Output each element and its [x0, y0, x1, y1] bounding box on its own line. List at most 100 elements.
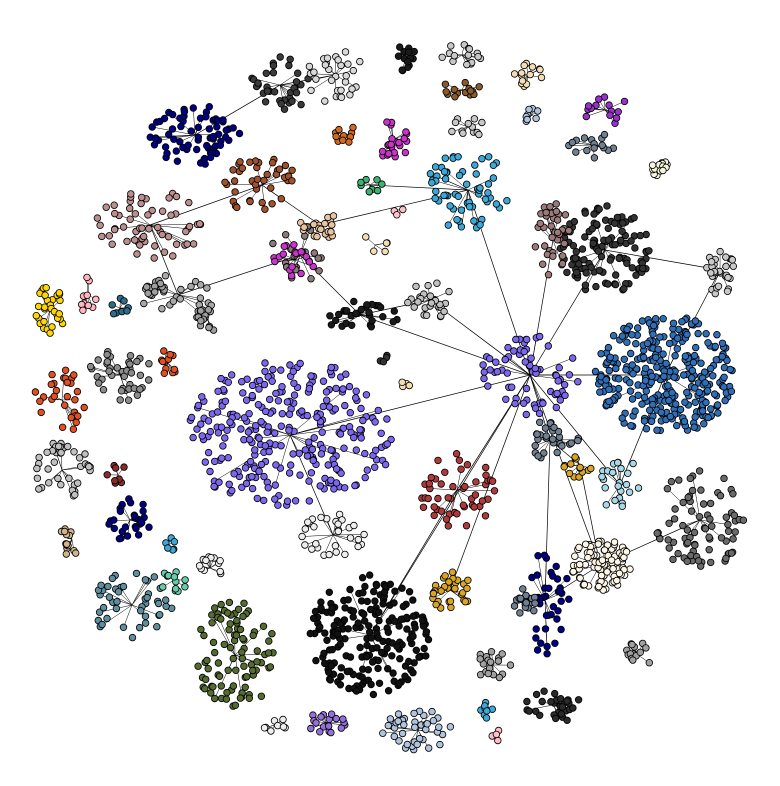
graph-node: [504, 343, 512, 352]
graph-node: [605, 385, 613, 394]
graph-node: [670, 515, 679, 523]
graph-node: [321, 219, 329, 228]
graph-node: [35, 453, 43, 462]
graph-node: [261, 205, 269, 213]
graph-node: [366, 605, 375, 614]
graph-node: [532, 114, 540, 123]
graph-node: [229, 166, 237, 174]
graph-edge: [699, 519, 728, 525]
graph-node: [384, 628, 392, 636]
graph-node: [310, 249, 318, 257]
graph-node: [376, 303, 385, 311]
graph-node: [457, 465, 465, 473]
graph-node: [667, 477, 676, 486]
node-cluster: [479, 332, 582, 419]
graph-node: [317, 513, 325, 522]
graph-node: [254, 401, 263, 409]
graph-node: [297, 269, 305, 278]
graph-node: [33, 464, 41, 473]
graph-node: [470, 503, 478, 511]
graph-node: [553, 448, 561, 457]
graph-node: [628, 331, 636, 339]
graph-node: [92, 295, 100, 303]
graph-node: [494, 736, 502, 745]
graph-node: [612, 271, 620, 279]
graph-node: [484, 669, 492, 678]
graph-node: [676, 405, 685, 414]
graph-node: [422, 628, 431, 636]
node-cluster: [441, 78, 483, 101]
graph-node: [120, 297, 128, 305]
graph-node: [428, 707, 436, 716]
graph-node: [136, 607, 145, 615]
graph-node: [176, 295, 184, 303]
graph-node: [684, 493, 692, 502]
graph-node: [533, 646, 542, 654]
graph-node: [210, 648, 219, 657]
graph-node: [531, 442, 539, 450]
graph-node: [327, 76, 336, 84]
graph-node: [332, 132, 340, 141]
graph-node: [532, 707, 540, 715]
graph-node: [567, 460, 575, 468]
graph-node: [591, 367, 600, 376]
graph-node: [358, 673, 366, 681]
graph-node: [202, 113, 210, 121]
graph-node: [413, 740, 421, 749]
graph-node: [365, 187, 373, 196]
graph-node: [257, 460, 266, 469]
graph-node: [490, 487, 499, 495]
graph-node: [312, 719, 320, 727]
graph-node: [549, 572, 557, 580]
graph-node: [348, 85, 356, 93]
graph-node: [172, 240, 181, 248]
graph-node: [328, 604, 336, 612]
graph-node: [335, 310, 343, 319]
graph-node: [615, 254, 623, 263]
graph-node: [400, 134, 408, 143]
graph-node: [96, 221, 104, 229]
graph-edge: [299, 254, 312, 279]
graph-node: [537, 639, 545, 647]
graph-node: [110, 516, 118, 524]
graph-node: [555, 364, 563, 372]
graph-node: [130, 236, 139, 244]
graph-node: [161, 272, 170, 280]
graph-node: [557, 710, 566, 718]
node-cluster: [105, 495, 153, 543]
graph-node: [391, 617, 399, 625]
graph-node: [210, 457, 219, 466]
graph-node: [171, 585, 180, 593]
graph-node: [371, 463, 379, 471]
graph-node: [542, 611, 551, 620]
graph-node: [394, 52, 403, 60]
graph-node: [288, 177, 296, 185]
graph-node: [196, 281, 205, 289]
graph-node: [94, 356, 102, 364]
graph-node: [565, 226, 573, 235]
graph-node: [173, 157, 182, 165]
graph-node: [217, 615, 225, 623]
graph-node: [204, 448, 213, 457]
graph-node: [703, 387, 712, 395]
graph-node: [434, 494, 442, 503]
graph-node: [216, 567, 224, 576]
graph-node: [580, 580, 588, 589]
graph-node: [729, 262, 737, 270]
graph-node: [424, 281, 432, 290]
graph-node: [446, 723, 455, 731]
graph-node: [432, 187, 440, 196]
graph-node: [278, 383, 286, 391]
graph-node: [707, 405, 715, 413]
node-cluster: [162, 534, 179, 554]
graph-node: [395, 680, 403, 688]
graph-node: [448, 568, 457, 576]
graph-node: [561, 391, 569, 400]
graph-node: [345, 138, 353, 146]
graph-node: [164, 232, 173, 241]
graph-node: [396, 655, 404, 663]
graph-node: [301, 525, 309, 533]
graph-node: [253, 658, 261, 666]
graph-node: [253, 175, 262, 183]
graph-node: [459, 129, 467, 137]
